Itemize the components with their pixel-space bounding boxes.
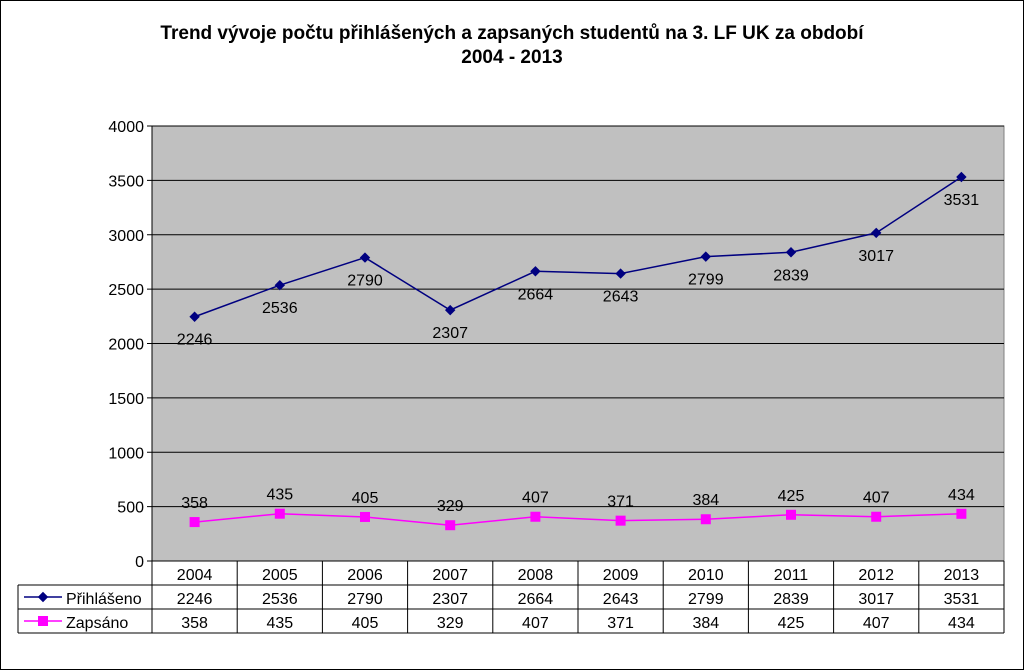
series-1-data-label-2007: 2307 <box>432 325 468 342</box>
series-1-point-2006 <box>359 252 371 263</box>
series-2-point-2004 <box>189 517 200 528</box>
series-1-table-value-2006: 2790 <box>347 591 383 608</box>
series-1-data-label-2011: 2839 <box>773 267 809 284</box>
y-tick-label-1500: 1500 <box>108 391 144 408</box>
category-label-2010: 2010 <box>688 567 724 584</box>
category-label-2006: 2006 <box>347 567 383 584</box>
series-1-line <box>194 176 962 318</box>
series-2-table-value-2013: 434 <box>948 615 975 632</box>
y-tick-label-1000: 1000 <box>108 445 144 462</box>
category-label-2008: 2008 <box>518 567 554 584</box>
series-2-point-2009 <box>615 515 626 526</box>
series-2-data-label-2010: 384 <box>692 492 719 509</box>
y-tick-label-3000: 3000 <box>108 228 144 245</box>
series-2-data-label-2005: 435 <box>266 487 293 504</box>
y-tick-label-0: 0 <box>135 554 144 571</box>
series-1-table-value-2004: 2246 <box>177 591 213 608</box>
series-2-data-label-2012: 407 <box>863 490 890 507</box>
series-1-table-value-2007: 2307 <box>432 591 468 608</box>
series-2-point-2006 <box>360 511 370 522</box>
series-1-point-2009 <box>615 268 626 279</box>
y-tick-label-4000: 4000 <box>108 119 144 136</box>
series-1-data-label-2008: 2664 <box>518 286 554 303</box>
series-1-point-2010 <box>700 251 712 262</box>
series-1-table-value-2012: 3017 <box>858 591 894 608</box>
series-1-table-value-2010: 2799 <box>688 591 724 608</box>
series-1-point-2008 <box>530 266 541 277</box>
category-label-2012: 2012 <box>858 567 894 584</box>
series-2-table-value-2004: 358 <box>181 615 208 632</box>
series-2-data-label-2007: 329 <box>437 498 464 515</box>
category-label-2013: 2013 <box>944 567 980 584</box>
series-1-legend-name: Přihlášeno <box>66 591 142 608</box>
chart-title-line2: 2004 - 2013 <box>461 47 563 68</box>
category-label-2007: 2007 <box>432 567 468 584</box>
series-2-table-value-2005: 435 <box>266 615 293 632</box>
series-2-point-2010 <box>700 514 711 525</box>
series-1-data-label-2009: 2643 <box>603 289 639 306</box>
series-2-table-value-2006: 405 <box>352 615 379 632</box>
y-tick-label-3500: 3500 <box>108 173 144 190</box>
series-2-legend-name: Zapsáno <box>66 615 128 632</box>
series-2-table-value-2010: 384 <box>692 615 719 632</box>
series-1-point-2004 <box>189 311 200 322</box>
series-1-data-label-2006: 2790 <box>347 273 383 290</box>
series-2-data-label-2008: 407 <box>522 490 549 507</box>
series-2-point-2013 <box>956 508 967 519</box>
series-1-table-value-2008: 2664 <box>518 591 554 608</box>
series-2-data-label-2009: 371 <box>607 494 634 511</box>
series-1-data-label-2012: 3017 <box>858 248 894 265</box>
series-1-data-label-2004: 2246 <box>177 332 213 349</box>
series-2-line <box>194 512 962 526</box>
series-1-point-2013 <box>956 171 967 183</box>
series-1-table-value-2005: 2536 <box>262 591 298 608</box>
chart-title-line1: Trend vývoje počtu přihlášených a zapsan… <box>160 23 864 44</box>
series-1-data-label-2013: 3531 <box>944 192 980 209</box>
series-1-data-label-2010: 2799 <box>688 272 724 289</box>
series-2-data-label-2006: 405 <box>352 490 379 507</box>
series-1-point-2007 <box>444 304 456 316</box>
series-2-legend-marker <box>38 616 48 626</box>
category-label-2004: 2004 <box>177 567 213 584</box>
y-tick-label-2000: 2000 <box>108 337 144 354</box>
series-2-table-value-2008: 407 <box>522 615 549 632</box>
series-2-data-label-2013: 434 <box>948 487 975 504</box>
series-1-point-2005 <box>274 280 286 291</box>
y-tick-label-500: 500 <box>117 500 144 517</box>
series-2-point-2007 <box>445 520 456 531</box>
series-1-table-value-2011: 2839 <box>773 591 809 608</box>
category-label-2009: 2009 <box>603 567 639 584</box>
category-label-2011: 2011 <box>774 567 809 584</box>
series-1-data-label-2005: 2536 <box>262 300 298 317</box>
series-1-point-2011 <box>785 247 797 258</box>
series-2-point-2011 <box>786 509 796 520</box>
series-2-point-2005 <box>274 508 285 519</box>
series-2-point-2008 <box>530 511 541 522</box>
series-2-point-2012 <box>871 511 882 522</box>
series-2-data-label-2011: 425 <box>778 488 805 505</box>
series-2-table-value-2007: 329 <box>437 615 464 632</box>
series-1-table-value-2013: 3531 <box>944 591 980 608</box>
series-2-table-value-2009: 371 <box>607 615 634 632</box>
series-2-table-value-2012: 407 <box>863 615 890 632</box>
series-1-table-value-2009: 2643 <box>603 591 639 608</box>
series-2-table-value-2011: 425 <box>778 615 805 632</box>
series-1-point-2012 <box>870 227 882 239</box>
series-2-data-label-2004: 358 <box>181 495 208 512</box>
y-tick-label-2500: 2500 <box>108 282 144 299</box>
category-label-2005: 2005 <box>262 567 298 584</box>
series-1-legend-marker <box>37 591 49 603</box>
chart-title: Trend vývoje počtu přihlášených a zapsan… <box>0 22 1024 70</box>
